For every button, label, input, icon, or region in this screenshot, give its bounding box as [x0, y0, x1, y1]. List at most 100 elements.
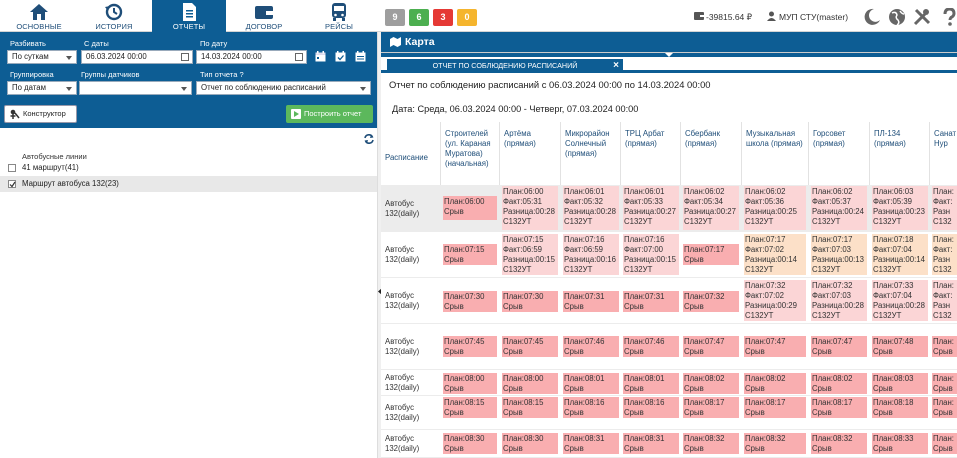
stop-cell[interactable]: План:08:32 Срыв [744, 433, 806, 454]
stop-cell[interactable]: План:06:01 Факт:05:32 Разница:00:28 С132… [563, 186, 619, 230]
stop-cell[interactable]: План:08:01 Срыв [623, 373, 679, 394]
stop-cell[interactable]: План:06:02 Факт:05:36 Разница:00:25 С132… [744, 186, 806, 230]
map-header[interactable]: Карта [381, 32, 957, 52]
column-header[interactable]: Горсовет (прямая) [809, 122, 870, 186]
sensor-groups-select[interactable] [79, 81, 192, 95]
split-select[interactable]: По суткам [7, 50, 77, 64]
stop-cell[interactable]: План:08:16 Срыв [563, 397, 619, 418]
stop-cell[interactable]: План:06:00 Срыв [443, 196, 497, 220]
table-row[interactable] [381, 370, 957, 396]
table-row[interactable] [381, 324, 957, 370]
stop-cell[interactable]: План:07:45 Срыв [502, 336, 558, 357]
stop-cell[interactable]: План: Срыв [932, 373, 957, 394]
stop-cell[interactable]: План:06:01 Факт:05:33 Разница:00:27 С132… [623, 186, 679, 230]
stop-cell[interactable]: План:08:32 Срыв [683, 433, 739, 454]
stop-cell[interactable]: План:07:32 Срыв [683, 291, 739, 312]
bus-line-checkbox[interactable] [8, 180, 16, 188]
stop-cell[interactable]: План:07:17 Факт:07:02 Разница:00:14 С132… [744, 234, 806, 275]
stop-cell[interactable]: План:07:18 Факт:07:04 Разница:00:14 С132… [872, 234, 928, 275]
stop-cell[interactable]: План:08:17 Срыв [811, 397, 867, 418]
table-row[interactable] [381, 278, 957, 324]
stop-cell[interactable]: План:08:00 Срыв [502, 373, 558, 394]
stop-cell[interactable]: План: Факт: Разн С132 [932, 186, 957, 230]
column-header[interactable]: Расписание [381, 122, 441, 186]
stop-cell[interactable]: План:08:02 Срыв [811, 373, 867, 394]
stop-cell[interactable]: План:07:46 Срыв [623, 336, 679, 357]
stop-cell[interactable]: План:08:30 Срыв [502, 433, 558, 454]
stop-cell[interactable]: План:07:15 Срыв [443, 244, 497, 265]
stop-cell[interactable]: План:07:32 Факт:07:03 Разница:00:28 С132… [811, 280, 867, 321]
calendar-week-icon[interactable] [315, 51, 326, 62]
tools-icon[interactable] [913, 8, 931, 26]
refresh-icon[interactable] [364, 134, 374, 144]
column-header[interactable]: Строителей (ул. Караная Муратова) (начал… [441, 122, 500, 186]
stop-cell[interactable]: План: Срыв [932, 397, 957, 418]
report-type-select[interactable]: Отчет по соблюдению расписаний [196, 81, 371, 95]
stop-cell[interactable]: План:08:18 Срыв [872, 397, 928, 418]
stop-cell[interactable]: План:06:00 Факт:05:31 Разница:00:28 С132… [502, 186, 558, 230]
stop-cell[interactable]: План: Срыв [932, 336, 957, 357]
bus-line-checkbox[interactable] [8, 164, 16, 172]
table-row[interactable] [381, 396, 957, 430]
stop-cell[interactable]: План:06:02 Факт:05:34 Разница:00:27 С132… [683, 186, 739, 230]
stop-cell[interactable]: План: Факт: Разн С132 [932, 234, 957, 275]
stop-cell[interactable]: План:07:31 Срыв [623, 291, 679, 312]
moon-icon[interactable] [863, 8, 881, 26]
tab-trips[interactable]: Рейсы [302, 0, 376, 32]
stop-cell[interactable]: План:08:02 Срыв [683, 373, 739, 394]
stop-cell[interactable]: План:08:17 Срыв [683, 397, 739, 418]
stop-cell[interactable]: План:07:48 Срыв [872, 336, 928, 357]
stop-cell[interactable]: План:07:47 Срыв [811, 336, 867, 357]
stop-cell[interactable]: План:07:47 Срыв [683, 336, 739, 357]
column-header[interactable]: Санат Нур [930, 122, 957, 186]
stop-cell[interactable]: План:07:32 Факт:07:02 Разница:00:29 С132… [744, 280, 806, 321]
column-header[interactable]: Артёма (прямая) [500, 122, 561, 186]
table-row[interactable] [381, 232, 957, 278]
date-to-input[interactable]: 14.03.2024 00:00 [196, 50, 307, 64]
stop-cell[interactable]: План:08:30 Срыв [443, 433, 497, 454]
chevron-down-icon[interactable] [665, 53, 673, 57]
stop-cell[interactable]: План:07:17 Срыв [683, 244, 739, 265]
stop-cell[interactable]: План: Факт: Разн С132 [932, 280, 957, 321]
column-header[interactable]: Музыкальная школа (прямая) [742, 122, 809, 186]
stop-cell[interactable]: План:07:30 Срыв [502, 291, 558, 312]
build-report-button[interactable]: Построить отчет [286, 105, 373, 123]
stop-cell[interactable]: План:07:46 Срыв [563, 336, 619, 357]
status-badge-gray[interactable]: 9 [385, 9, 405, 26]
stop-cell[interactable]: План:07:45 Срыв [443, 336, 497, 357]
stop-cell[interactable]: План: Срыв [932, 433, 957, 454]
stop-cell[interactable]: План:07:17 Факт:07:03 Разница:00:13 С132… [811, 234, 867, 275]
column-header[interactable]: ПЛ-134 (прямая) [870, 122, 930, 186]
stop-cell[interactable]: План:07:31 Срыв [563, 291, 619, 312]
stop-cell[interactable]: План:07:47 Срыв [744, 336, 806, 357]
globe-icon[interactable] [888, 8, 906, 26]
tab-reports[interactable]: Отчеты [152, 0, 226, 32]
stop-cell[interactable]: План:08:15 Срыв [502, 397, 558, 418]
stop-cell[interactable]: План:08:17 Срыв [744, 397, 806, 418]
calendar-today-icon[interactable] [335, 51, 346, 62]
stop-cell[interactable]: План:08:31 Срыв [623, 433, 679, 454]
group-select[interactable]: По датам [7, 81, 77, 95]
stop-cell[interactable]: План:07:15 Факт:06:59 Разница:00:15 С132… [502, 234, 558, 275]
status-badge-green[interactable]: 6 [409, 9, 429, 26]
bus-line-item[interactable]: Маршрут автобуса 132(23) [0, 176, 377, 192]
balance-value[interactable]: -39815.64 ₽ [706, 12, 753, 22]
status-badge-yellow[interactable]: 0 [457, 9, 477, 26]
stop-cell[interactable]: План:08:31 Срыв [563, 433, 619, 454]
stop-cell[interactable]: План:08:00 Срыв [443, 373, 497, 394]
tab-schedule-report[interactable]: Отчет по соблюдению расписаний × [387, 59, 623, 73]
stop-cell[interactable]: План:07:30 Срыв [443, 291, 497, 312]
calendar-month-icon[interactable] [355, 51, 366, 62]
tab-history[interactable]: История [77, 0, 151, 32]
user-name[interactable]: МУП СТУ(master) [779, 12, 849, 22]
constructor-button[interactable]: Конструктор [4, 105, 77, 123]
help-icon[interactable] [940, 8, 957, 26]
stop-cell[interactable]: План:07:16 Факт:07:00 Разница:00:15 С132… [623, 234, 679, 275]
column-header[interactable]: ТРЦ Арбат (прямая) [621, 122, 681, 186]
column-header[interactable]: Сбербанк (прямая) [681, 122, 742, 186]
tab-contract[interactable]: Договор [227, 0, 301, 32]
stop-cell[interactable]: План:08:16 Срыв [623, 397, 679, 418]
stop-cell[interactable]: План:08:32 Срыв [811, 433, 867, 454]
close-icon[interactable]: × [613, 60, 619, 71]
status-badge-red[interactable]: 3 [433, 9, 453, 26]
